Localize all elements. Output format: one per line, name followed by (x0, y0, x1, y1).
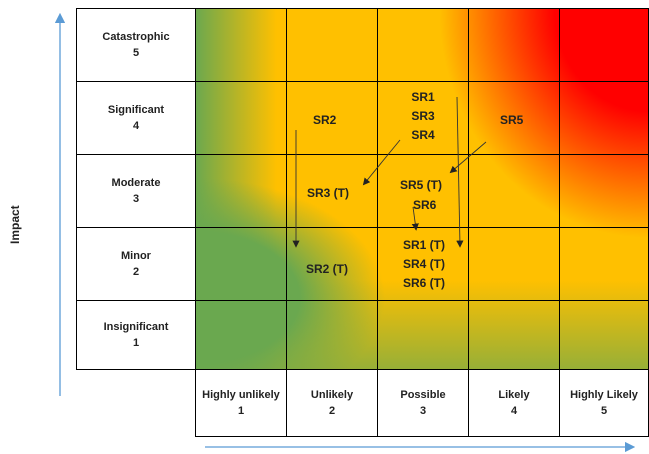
impact-level-3: Moderate 3 (76, 154, 196, 228)
arrow-sr3-to-sr3t (362, 139, 401, 186)
likelihood-level-name: Possible (400, 389, 446, 401)
likelihood-level-name: Likely (498, 389, 530, 401)
risk-label-sr4-t: SR4 (T) (403, 257, 445, 271)
arrow-sr5-to-sr5t (449, 141, 487, 174)
likelihood-level-score: 1 (237, 405, 245, 417)
arrow-sr1-to-sr1t (456, 96, 464, 248)
risk-label-sr4: SR4 (411, 128, 435, 142)
impact-level-score: 1 (132, 337, 140, 349)
risk-label-sr5: SR5 (500, 113, 524, 127)
risk-label-sr5-t: SR5 (T) (400, 178, 442, 192)
impact-level-score: 5 (132, 47, 140, 59)
impact-level-4: Significant 4 (76, 81, 196, 155)
risk-label-sr1: SR1 (411, 90, 435, 104)
likelihood-level-name: Unlikely (310, 389, 354, 401)
impact-level-score: 2 (132, 266, 140, 278)
impact-level-name: Significant (107, 104, 165, 116)
likelihood-level-score: 5 (600, 405, 608, 417)
likelihood-level-name: Highly unlikely (202, 389, 280, 401)
impact-level-1: Insignificant 1 (76, 300, 196, 370)
risk-group-minor-possible: SR1 (T) SR4 (T) SR6 (T) (396, 236, 452, 293)
likelihood-level-3: Possible 3 (377, 369, 469, 437)
impact-level-name: Moderate (111, 177, 161, 189)
likelihood-axis-arrow (205, 441, 636, 453)
likelihood-level-5: Highly Likely 5 (559, 369, 649, 437)
impact-level-score: 4 (132, 120, 140, 132)
risk-label-sr2: SR2 (313, 113, 337, 127)
likelihood-level-name: Highly Likely (570, 389, 638, 401)
likelihood-level-score: 2 (328, 405, 336, 417)
risk-heatmap-background (195, 8, 649, 370)
likelihood-level-score: 3 (419, 405, 427, 417)
risk-label-sr6: SR6 (413, 198, 437, 212)
impact-level-2: Minor 2 (76, 227, 196, 301)
likelihood-level-score: 4 (510, 405, 518, 417)
risk-label-sr1-t: SR1 (T) (403, 238, 445, 252)
impact-level-name: Catastrophic (102, 31, 170, 43)
arrow-sr6-to-sr6t (411, 206, 419, 231)
risk-label-sr6-t: SR6 (T) (403, 276, 445, 290)
impact-level-name: Insignificant (103, 321, 169, 333)
risk-label-sr3: SR3 (411, 109, 435, 123)
likelihood-level-4: Likely 4 (468, 369, 560, 437)
risk-label-sr3-t: SR3 (T) (307, 186, 349, 200)
likelihood-level-1: Highly unlikely 1 (195, 369, 287, 437)
impact-axis-arrow (54, 12, 66, 396)
risk-group-significant-possible: SR1 SR3 SR4 (398, 88, 448, 145)
impact-level-score: 3 (132, 193, 140, 205)
impact-level-name: Minor (121, 250, 151, 262)
likelihood-level-2: Unlikely 2 (286, 369, 378, 437)
impact-level-5: Catastrophic 5 (76, 8, 196, 82)
risk-label-sr2-t: SR2 (T) (306, 262, 348, 276)
